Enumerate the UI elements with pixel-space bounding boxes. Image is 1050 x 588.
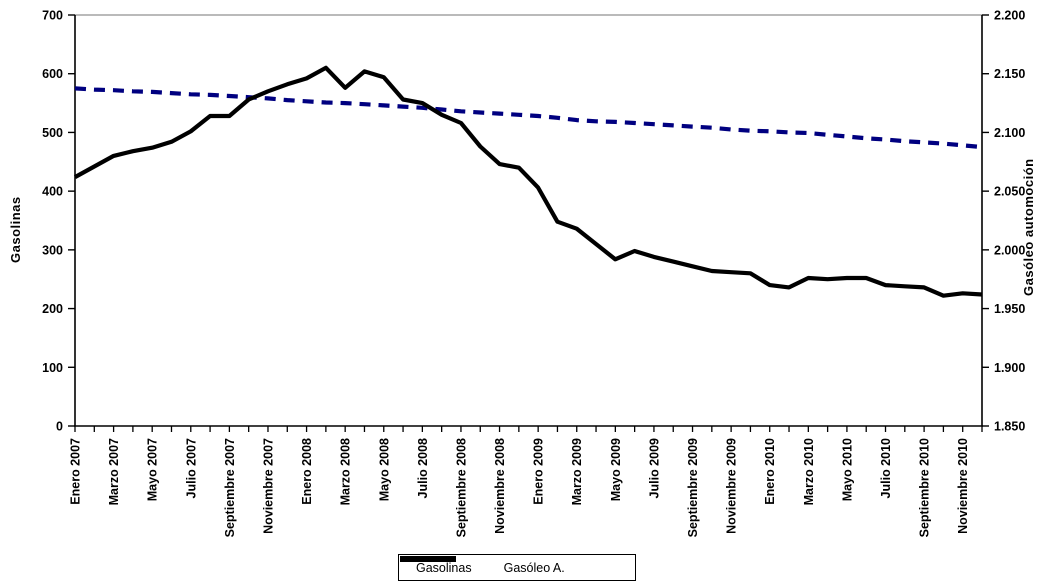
left-axis-title: Gasolinas: [8, 196, 23, 264]
x-axis-tick-label: Enero 2010: [763, 438, 777, 505]
x-axis-tick-label: Enero 2007: [69, 438, 83, 505]
x-axis-tick-label: Mayo 2008: [377, 438, 391, 501]
right-axis-tick-label: 2.200: [994, 9, 1025, 23]
x-axis-tick-label: Julio 2008: [416, 438, 430, 498]
x-axis-tick-label: Marzo 2009: [570, 438, 584, 505]
legend-gasoleo-label: Gasóleo A.: [503, 560, 565, 575]
x-axis-tick-label: Noviembre 2008: [493, 438, 507, 534]
x-axis-tick-label: Mayo 2007: [146, 438, 160, 501]
left-axis-tick-label: 400: [42, 185, 63, 199]
right-axis-title: Gasóleo automoción: [1021, 158, 1036, 297]
x-axis-tick-label: Mayo 2010: [840, 438, 854, 501]
x-axis-tick-label: Julio 2009: [647, 438, 661, 498]
left-axis-tick-label: 600: [42, 67, 63, 81]
left-axis-tick-label: 0: [56, 420, 63, 434]
x-axis-tick-label: Septiembre 2008: [454, 438, 468, 537]
x-axis-tick-label: Marzo 2010: [802, 438, 816, 505]
right-axis-tick-label: 1.900: [994, 361, 1025, 375]
series-line-gas-leo-a-: [73, 65, 983, 298]
x-axis-tick-label: Julio 2010: [879, 438, 893, 498]
right-axis-tick-label: 1.850: [994, 420, 1025, 434]
left-axis-tick-label: 200: [42, 302, 63, 316]
x-axis-tick-label: Enero 2008: [300, 438, 314, 505]
x-axis-tick-label: Noviembre 2007: [261, 438, 275, 534]
right-axis-tick-label: 1.950: [994, 302, 1025, 316]
legend: Gasolinas Gasóleo A.: [398, 554, 636, 581]
right-axis-tick-label: 2.100: [994, 126, 1025, 140]
x-axis-tick-label: Septiembre 2007: [223, 438, 237, 537]
x-axis-tick-label: Noviembre 2009: [725, 438, 739, 534]
left-axis-tick-label: 500: [42, 126, 63, 140]
right-axis-tick-label: 2.050: [994, 185, 1025, 199]
left-axis-tick-label: 300: [42, 243, 63, 257]
right-axis-tick-label: 2.000: [994, 243, 1025, 257]
left-axis-tick-label: 100: [42, 361, 63, 375]
x-axis-tick-label: Noviembre 2010: [956, 438, 970, 534]
right-axis-tick-label: 2.150: [994, 67, 1025, 81]
x-axis-tick-label: Marzo 2007: [107, 438, 121, 505]
x-axis-tick-label: Enero 2009: [532, 438, 546, 505]
left-axis-tick-label: 700: [42, 9, 63, 23]
x-axis-tick-label: Marzo 2008: [339, 438, 353, 505]
x-axis-tick-label: Septiembre 2010: [918, 438, 932, 537]
x-axis-tick-label: Mayo 2009: [609, 438, 623, 501]
x-axis-tick-label: Septiembre 2009: [686, 438, 700, 537]
legend-gasolinas-label: Gasolinas: [416, 560, 472, 575]
x-axis-tick-label: Julio 2007: [184, 438, 198, 498]
